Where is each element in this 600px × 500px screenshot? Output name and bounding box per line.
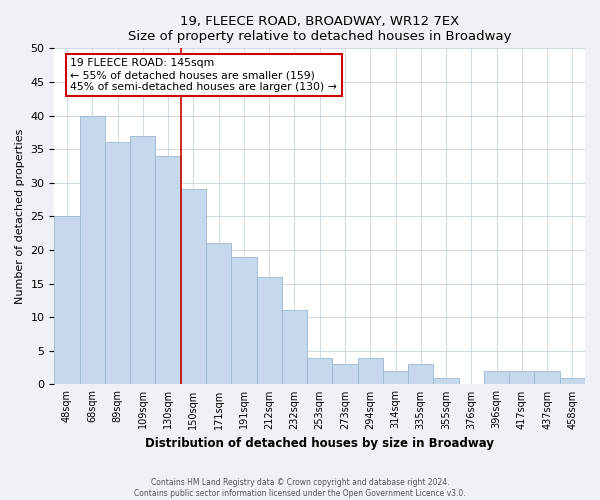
Bar <box>358 358 383 384</box>
Text: 19 FLEECE ROAD: 145sqm
← 55% of detached houses are smaller (159)
45% of semi-de: 19 FLEECE ROAD: 145sqm ← 55% of detached… <box>70 58 337 92</box>
Bar <box>105 142 130 384</box>
Bar <box>80 116 105 384</box>
Bar <box>383 371 408 384</box>
Y-axis label: Number of detached properties: Number of detached properties <box>15 128 25 304</box>
Bar <box>332 364 358 384</box>
X-axis label: Distribution of detached houses by size in Broadway: Distribution of detached houses by size … <box>145 437 494 450</box>
Bar <box>282 310 307 384</box>
Bar <box>155 156 181 384</box>
Title: 19, FLEECE ROAD, BROADWAY, WR12 7EX
Size of property relative to detached houses: 19, FLEECE ROAD, BROADWAY, WR12 7EX Size… <box>128 15 511 43</box>
Bar <box>307 358 332 384</box>
Bar <box>484 371 509 384</box>
Bar <box>509 371 535 384</box>
Bar <box>535 371 560 384</box>
Bar <box>55 216 80 384</box>
Bar <box>181 190 206 384</box>
Bar <box>206 244 231 384</box>
Bar <box>408 364 433 384</box>
Bar <box>433 378 458 384</box>
Bar <box>257 277 282 384</box>
Bar <box>130 136 155 384</box>
Bar <box>231 256 257 384</box>
Bar <box>560 378 585 384</box>
Text: Contains HM Land Registry data © Crown copyright and database right 2024.
Contai: Contains HM Land Registry data © Crown c… <box>134 478 466 498</box>
